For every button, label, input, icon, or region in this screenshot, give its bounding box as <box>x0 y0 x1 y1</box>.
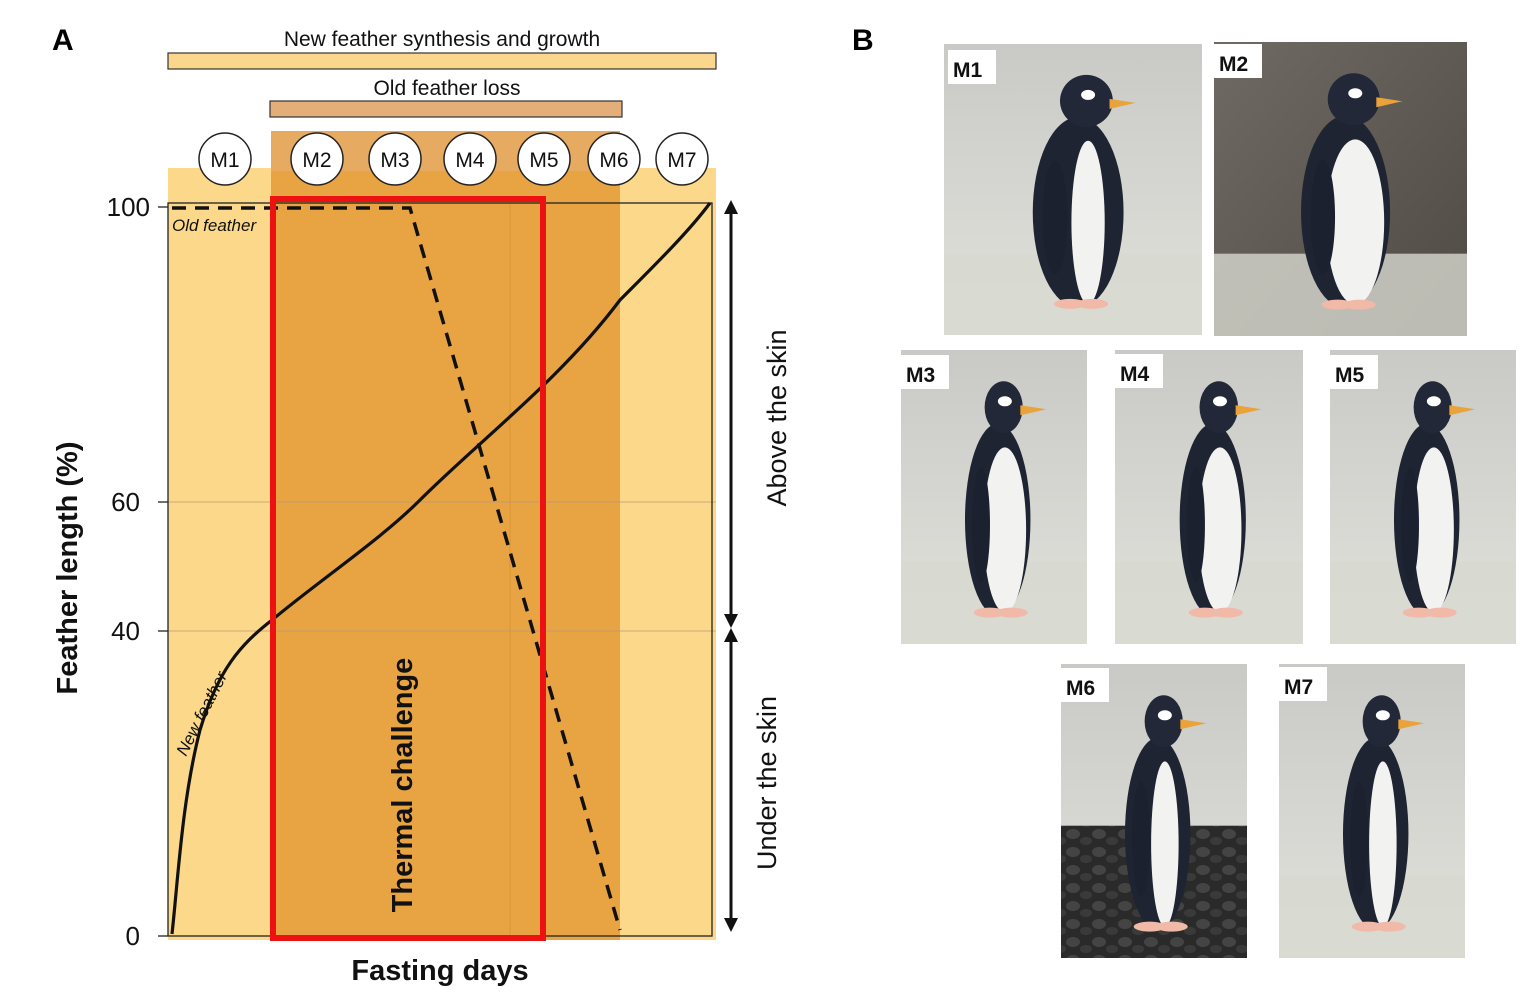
y-tick-label-40: 40 <box>111 616 140 646</box>
penguin-illustration <box>1179 381 1262 618</box>
stage-circle-m7: M7 <box>655 132 709 186</box>
new-feather-curve <box>170 202 712 935</box>
stage-label: M1 <box>210 149 239 172</box>
x-axis-label: Fasting days <box>351 955 528 987</box>
stage-circle-m1: M1 <box>198 132 252 186</box>
above-skin-arrow-head-bottom <box>724 614 738 628</box>
synthesis-bar-label: New feather synthesis and growth <box>284 28 600 51</box>
stage-label: M6 <box>599 149 628 172</box>
photo-label: M4 <box>1120 363 1149 386</box>
under-skin-arrow-head-bottom <box>724 918 738 932</box>
photo-m1: M1 <box>944 44 1202 335</box>
y-tick-label-0: 0 <box>126 921 140 951</box>
stage-label: M4 <box>455 149 484 172</box>
photo-m3: M3 <box>901 350 1087 644</box>
photo-label: M2 <box>1219 53 1248 76</box>
thermal-challenge-box <box>270 196 546 941</box>
photo-m6: M6 <box>1061 664 1247 958</box>
y-axis-label: Feather length (%) <box>52 442 84 695</box>
photo-label: M1 <box>953 59 982 82</box>
stage-label: M7 <box>667 149 696 172</box>
band-m7 <box>620 168 716 940</box>
thermal-challenge-label: Thermal challenge <box>387 658 419 913</box>
y-tick-label-100: 100 <box>107 192 150 222</box>
above-skin-label: Above the skin <box>762 329 792 506</box>
old-feather-loss-label: Old feather loss <box>373 77 520 100</box>
photo-m5: M5 <box>1330 350 1516 644</box>
old-feather-label: Old feather <box>172 216 257 235</box>
synthesis-bar <box>167 52 717 70</box>
penguin-illustration <box>1032 74 1136 309</box>
photo-m4: M4 <box>1115 350 1303 644</box>
penguin-illustration <box>1342 695 1425 932</box>
band-moult <box>271 131 620 940</box>
stage-circle-m5: M5 <box>517 132 571 186</box>
photo-m2: M2 <box>1214 42 1467 336</box>
above-skin-arrow-head-top <box>724 200 738 214</box>
stage-circle-m3: M3 <box>368 132 422 186</box>
old-feather-curve <box>172 206 622 931</box>
y-tick-label-60: 60 <box>111 487 140 517</box>
stage-circle-m4: M4 <box>443 132 497 186</box>
panel-b-letter: B <box>852 24 874 57</box>
old-feather-loss-bar <box>269 100 623 118</box>
penguin-illustration <box>1301 73 1403 310</box>
penguin-illustration <box>1393 381 1476 618</box>
penguin-illustration <box>964 381 1047 618</box>
penguin-illustration <box>1124 695 1207 932</box>
under-skin-arrow-head-top <box>724 628 738 642</box>
photo-grid: M1 M2 M3 M4 M5 M6 M7 <box>901 42 1516 958</box>
photo-label: M7 <box>1284 676 1313 699</box>
stage-circles: M1 M2 M3 M4 M5 M6 M7 <box>198 132 709 186</box>
stage-circle-m2: M2 <box>290 132 344 186</box>
stage-label: M5 <box>529 149 558 172</box>
photo-m7: M7 <box>1279 664 1465 958</box>
stage-circle-m6: M6 <box>587 132 641 186</box>
stage-label: M2 <box>302 149 331 172</box>
panel-a-letter: A <box>52 24 74 57</box>
stage-label: M3 <box>380 149 409 172</box>
under-skin-label: Under the skin <box>752 696 782 870</box>
photo-label: M5 <box>1335 364 1364 387</box>
photo-label: M6 <box>1066 677 1095 700</box>
photo-label: M3 <box>906 364 935 387</box>
